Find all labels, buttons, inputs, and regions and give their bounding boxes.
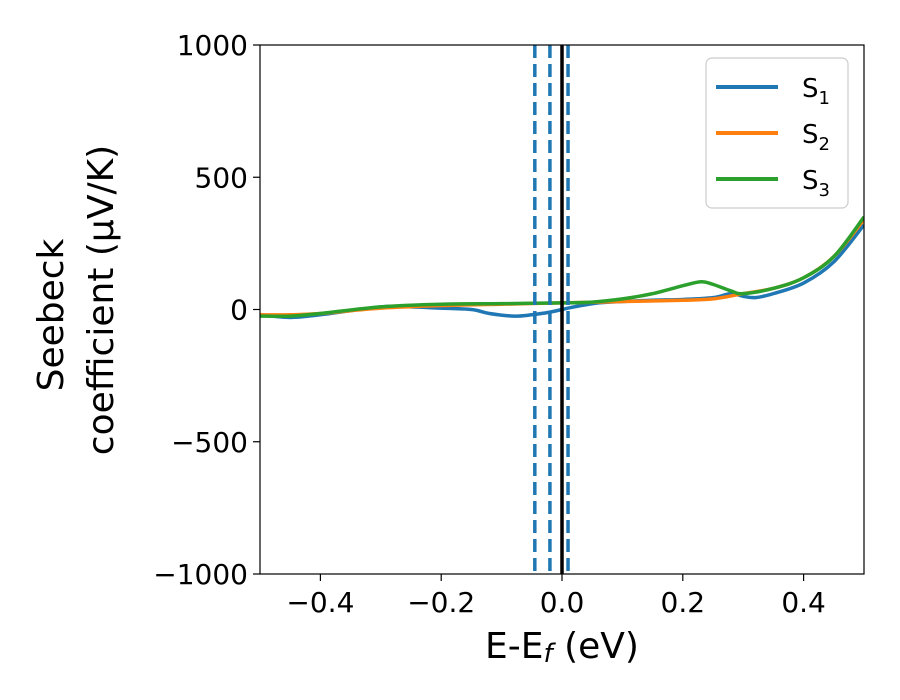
y-tick-label: 0 [230,294,248,327]
legend-label-s2: S2 [802,120,830,155]
y-axis-title-line2: coefficient (μV/K) [81,145,122,455]
y-tick-label: −1000 [153,558,248,591]
x-tick-label: −0.4 [286,586,354,619]
x-axis-title: E-Ef (eV) [485,626,639,669]
legend: S1 S2 S3 [705,57,849,209]
y-tick-label: −500 [171,426,248,459]
x-tick-label: 0.0 [540,586,585,619]
y-tick-label: 500 [195,161,248,194]
legend-label-s3: S3 [802,166,830,201]
x-tick-label: −0.2 [407,586,475,619]
y-tick-label: 1000 [177,29,248,62]
legend-label-s1: S1 [802,74,830,109]
x-tick-label: 0.4 [781,586,826,619]
series-line-s3 [260,215,864,319]
x-tick-label: 0.2 [661,586,706,619]
y-axis-title-line1: Seebeck [31,238,72,391]
